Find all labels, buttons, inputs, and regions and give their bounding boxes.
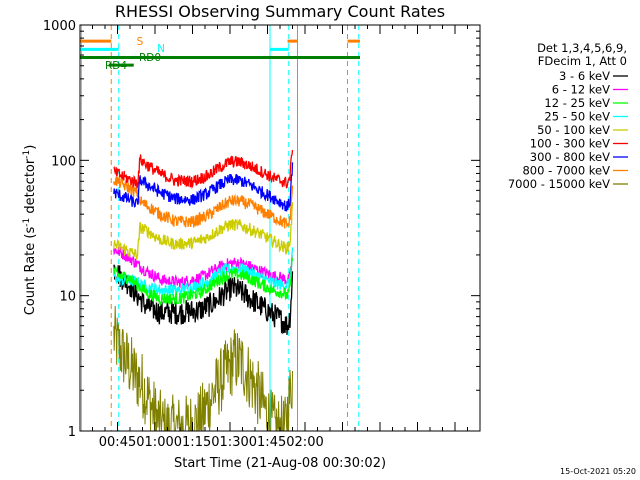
y-axis-label-main: Count Rate (s [23, 227, 38, 316]
series-line-4 [113, 202, 294, 260]
x-tick-label-0: 00:45 [99, 435, 136, 450]
y-tick-label-2: 100 [51, 154, 76, 169]
state-label-n: N [157, 43, 165, 55]
legend-header-line-2: FDecim 1, Att 0 [538, 54, 627, 68]
legend-label-2: 12 - 25 keV [544, 96, 610, 110]
series-line-0 [113, 264, 294, 335]
y-axis-label: Count Rate (s-1 detector-1) [22, 145, 38, 316]
state-label-s: S [137, 36, 144, 48]
y-axis-label-mid: detector [23, 158, 38, 218]
axis-ticks: 00:45 01:00 01:15 01:30 01:45 02:00 1 10 100 1000 [43, 19, 481, 450]
legend-header-line-1: Det 1,3,4,5,6,9, [537, 41, 627, 55]
x-axis-label: Start Time (21-Aug-08 00:30:02) [174, 456, 386, 471]
legend: Det 1,3,4,5,6,9, FDecim 1, Att 0 3 - 6 k… [508, 41, 628, 191]
legend-label-1: 6 - 12 keV [552, 83, 610, 97]
chart-title: RHESSI Observing Summary Count Rates [115, 2, 445, 21]
legend-label-0: 3 - 6 keV [559, 69, 610, 83]
legend-label-5: 100 - 300 keV [530, 137, 610, 151]
y-axis-label-sup1: -1 [22, 218, 32, 227]
y-tick-label-0: 1 [68, 425, 76, 440]
state-label-rd4: RD4 [105, 60, 127, 72]
x-tick-label-5: 02:00 [286, 435, 323, 450]
x-tick-label-1: 01:00 [136, 435, 173, 450]
series-line-5 [113, 150, 294, 190]
x-tick-label-4: 01:45 [249, 435, 286, 450]
timestamp: 15-Oct-2021 05:20 [560, 467, 636, 476]
y-tick-label-3: 1000 [43, 19, 76, 34]
y-tick-label-1: 10 [59, 290, 76, 305]
legend-label-6: 300 - 800 keV [530, 150, 610, 164]
series-line-2 [113, 257, 294, 307]
y-axis-label-sup2: -1 [22, 150, 32, 159]
series-line-7 [113, 176, 294, 229]
legend-label-7: 800 - 7000 keV [522, 164, 610, 178]
x-tick-label-3: 01:30 [211, 435, 248, 450]
legend-label-3: 25 - 50 keV [544, 110, 610, 124]
y-axis-label-end: ) [23, 145, 38, 150]
legend-label-8: 7000 - 15000 keV [508, 177, 610, 191]
series-line-6 [113, 162, 294, 212]
x-tick-label-2: 01:15 [174, 435, 211, 450]
legend-label-4: 50 - 100 keV [537, 123, 610, 137]
state-label-rd0: RD0 [139, 52, 161, 64]
